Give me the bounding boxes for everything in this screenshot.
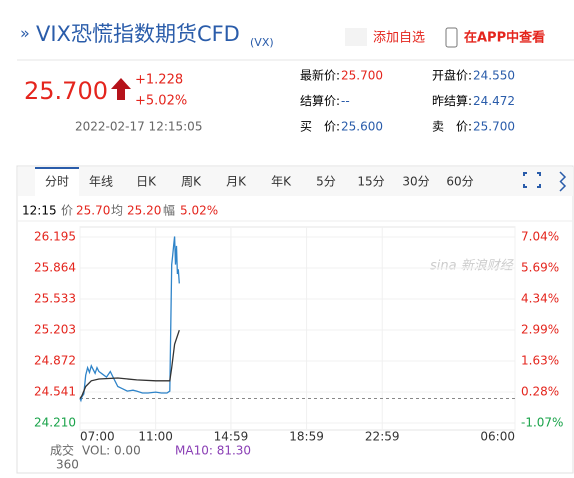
x-tick-label: 06:00 <box>480 430 515 444</box>
tab[interactable]: 5分 <box>316 175 336 189</box>
tab[interactable]: 15分 <box>357 175 384 189</box>
tab-active <box>35 167 79 196</box>
y-tick-label: 25.533 <box>34 292 76 306</box>
tab[interactable]: 30分 <box>402 175 429 189</box>
field-label: 昨结算: <box>432 93 472 108</box>
fullscreen-icon[interactable] <box>523 172 541 188</box>
y-tick-label: 25.203 <box>34 322 76 336</box>
y2-tick-label: 7.04% <box>521 230 559 244</box>
volume-label: 成交 <box>50 443 74 458</box>
add-watchlist[interactable]: 添加自选 <box>373 31 425 46</box>
title: VIX恐慌指数期货CFD <box>36 22 240 46</box>
x-tick-label: 14:59 <box>214 430 249 444</box>
y2-tick-label: 5.69% <box>521 260 559 274</box>
volume-ma10: MA10: 81.30 <box>175 444 251 458</box>
field-label: 结算价: <box>300 93 340 108</box>
tab[interactable]: 60分 <box>446 175 473 189</box>
tab[interactable]: 月K <box>226 175 247 189</box>
tab-bar <box>18 167 573 196</box>
watermark: sina 新浪财经 <box>430 258 515 274</box>
y-tick-label: 24.541 <box>34 384 76 398</box>
info-time: 12:15 <box>22 204 57 218</box>
quote-time: 2022-02-17 12:15:05 <box>75 120 202 134</box>
title-icon: » <box>20 24 30 43</box>
info-amp: 5.02% <box>180 204 218 218</box>
up-arrow <box>111 78 131 100</box>
tab[interactable]: 周K <box>181 175 202 189</box>
field-value: 25.700 <box>473 120 515 134</box>
volume-vol: VOL: 0.00 <box>82 444 141 458</box>
y2-tick-label: -1.07% <box>521 416 563 430</box>
expand-icon[interactable] <box>559 171 567 192</box>
y-tick-label: 25.864 <box>34 261 76 275</box>
tab[interactable]: 日K <box>136 175 157 189</box>
info-avg: 25.20 <box>127 204 161 218</box>
info-price-label: 价 <box>61 204 73 218</box>
y2-tick-label: 4.34% <box>521 291 559 305</box>
y-tick-label: 24.210 <box>34 416 76 430</box>
chart-panel <box>16 165 574 474</box>
tab[interactable]: 年线 <box>89 175 113 189</box>
field-value: 24.550 <box>473 69 515 83</box>
tab[interactable]: 分时 <box>45 175 69 189</box>
y-tick-label: 24.872 <box>34 353 76 367</box>
y-tick-label: 26.195 <box>34 230 76 244</box>
change: +1.228 <box>135 73 183 88</box>
field-value: 25.600 <box>341 120 383 134</box>
field-label: 买 价: <box>300 120 340 134</box>
x-tick-label: 18:59 <box>289 430 324 444</box>
open-app[interactable]: 在APP中查看 <box>464 30 545 46</box>
series-line <box>79 236 180 403</box>
y2-tick-label: 2.99% <box>521 322 559 336</box>
placeholder <box>345 28 367 46</box>
field-label: 卖 价: <box>432 120 472 134</box>
field-value: -- <box>341 94 350 108</box>
info-amp-label: 幅 <box>163 203 175 218</box>
field-value: 25.700 <box>341 69 383 83</box>
code: (VX) <box>250 36 274 49</box>
y2-tick-label: 1.63% <box>521 354 559 368</box>
field-value: 24.472 <box>473 94 515 108</box>
price: 25.700 <box>24 77 108 105</box>
plot-frame <box>79 226 516 431</box>
x-tick-label: 11:00 <box>138 430 173 444</box>
phone-icon <box>445 27 458 48</box>
field-label: 最新价: <box>300 68 340 83</box>
info-price: 25.70 <box>76 204 110 218</box>
series-line <box>79 329 180 399</box>
volume-max: 360 <box>56 458 79 472</box>
y2-tick-label: 0.28% <box>521 385 559 399</box>
x-tick-label: 22:59 <box>365 430 400 444</box>
change-pct: +5.02% <box>135 94 187 109</box>
tab[interactable]: 年K <box>271 175 292 189</box>
info-avg-label: 均 <box>111 204 123 218</box>
field-label: 开盘价: <box>432 68 472 83</box>
x-tick-label: 07:00 <box>80 430 115 444</box>
